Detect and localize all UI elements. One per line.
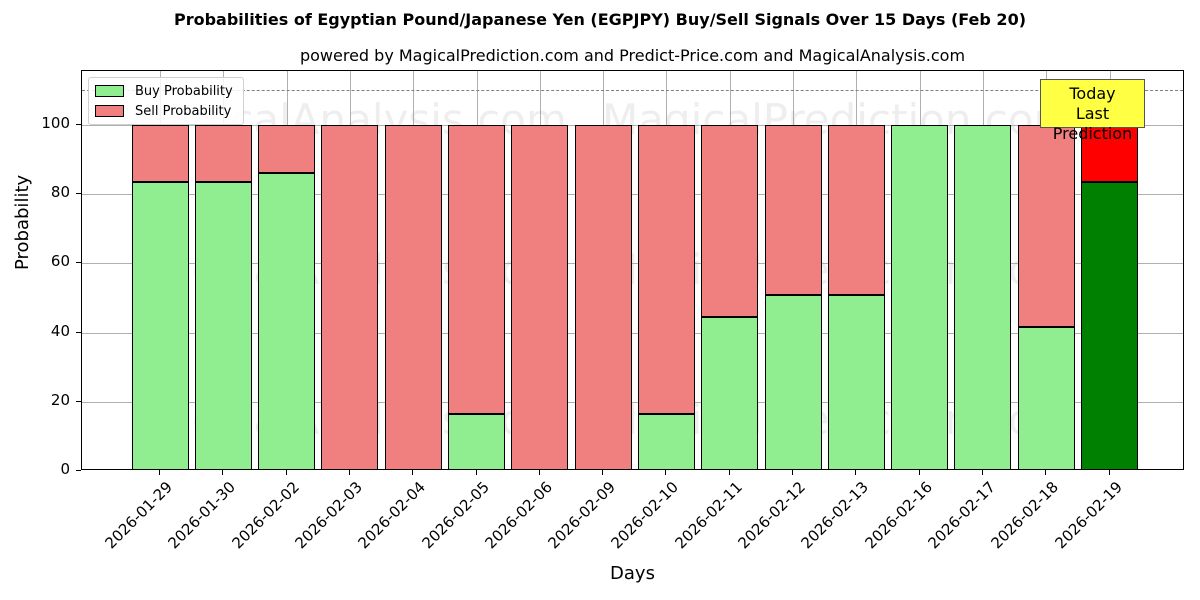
x-tick-mark [538,470,540,475]
reference-line [82,90,1183,92]
x-tick-label: 2026-02-06 [481,478,556,553]
x-tick-mark [1108,470,1110,475]
x-tick-label: 2026-02-04 [354,478,430,553]
bar-sell [701,124,759,317]
x-axis-label: Days [610,563,655,584]
chart-subtitle: powered by MagicalPrediction.com and Pre… [299,46,966,65]
x-tick-label: 2026-02-12 [734,478,809,553]
bar-buy [1081,182,1138,469]
x-tick-label: 2026-02-03 [291,478,366,553]
legend-label-buy: Buy Probability [135,83,233,99]
bar-sell [321,124,379,469]
y-tick-mark [76,193,81,195]
x-tick-label: 2026-02-17 [924,478,999,553]
bar-buy [891,124,949,469]
y-tick-label: 60 [50,252,70,271]
legend-swatch-buy [95,85,124,97]
x-tick-label: 2026-02-05 [418,478,493,553]
bar-buy [448,413,505,469]
x-tick-mark [412,470,414,475]
bar-sell [131,124,189,183]
bar-sell [827,124,885,295]
y-tick-mark [76,123,81,125]
plot-area: MagicalAnalysis.com MagicalPrediction.com… [81,70,1184,470]
x-tick-label: 2026-01-30 [164,478,240,553]
x-tick-mark [792,470,793,475]
y-tick-label: 20 [50,390,70,409]
bar-buy [701,317,759,469]
bar-buy [764,294,822,469]
x-tick-label: 2026-02-09 [544,478,620,553]
x-tick-mark [918,470,920,475]
bar-buy [258,173,316,469]
y-tick-mark [76,400,81,402]
y-tick-label: 0 [60,460,70,478]
annotation-line-2: Last Prediction [1052,104,1133,143]
x-tick-mark [665,470,667,475]
x-tick-mark [285,470,287,475]
bar-sell [764,124,822,295]
grid-line-horizontal [82,124,1183,126]
bar-buy [954,124,1012,469]
bar-sell [384,124,442,469]
y-axis-label: Probability [12,174,33,270]
bar-sell [637,124,695,414]
x-tick-label: 2026-02-02 [228,478,303,553]
legend-swatch-sell [95,105,124,117]
bar-sell [1017,124,1075,328]
legend: Buy Probability Sell Probability [88,77,244,125]
bar-buy [827,294,885,469]
bar-buy [637,413,695,469]
x-tick-label: 2026-01-29 [101,478,176,553]
x-tick-label: 2026-02-13 [797,478,873,553]
y-tick-label: 100 [41,113,70,132]
y-tick-mark [76,470,81,471]
x-tick-label: 2026-02-19 [1051,478,1126,553]
grid-line-horizontal [82,194,1183,196]
grid-line-horizontal [82,401,1183,403]
bar-buy [1017,327,1075,469]
annotation-line-1: Today [1069,84,1116,103]
chart-title: Probabilities of Egyptian Pound/Japanese… [173,10,1027,29]
y-tick-label: 40 [50,321,70,340]
x-tick-label: 2026-02-10 [607,478,683,553]
bar-sell [1081,124,1138,183]
bar-sell [258,124,316,174]
x-tick-mark [222,470,224,475]
x-tick-mark [728,470,730,475]
x-tick-label: 2026-02-11 [671,478,746,553]
legend-item-buy: Buy Probability [95,82,233,100]
x-tick-mark [981,470,983,475]
x-tick-mark [348,470,350,475]
y-tick-label: 80 [50,183,70,202]
legend-item-sell: Sell Probability [95,102,231,120]
bar-sell [194,124,252,183]
x-tick-mark [159,470,160,475]
bar-sell [511,124,569,469]
x-tick-mark [602,470,604,475]
grid-line-horizontal [82,263,1183,265]
y-tick-mark [76,262,81,264]
bar-buy [131,182,189,469]
y-tick-mark [76,331,81,333]
x-tick-mark [855,470,857,475]
x-tick-mark [1045,470,1047,475]
x-tick-mark [475,470,477,475]
today-annotation: Today Last Prediction [1040,79,1145,143]
x-tick-label: 2026-02-16 [861,478,936,553]
grid-line-horizontal [82,332,1183,334]
bar-buy [194,182,252,469]
x-tick-label: 2026-02-18 [987,478,1063,553]
bar-sell [448,124,505,414]
legend-label-sell: Sell Probability [135,103,232,119]
bar-sell [574,124,632,469]
